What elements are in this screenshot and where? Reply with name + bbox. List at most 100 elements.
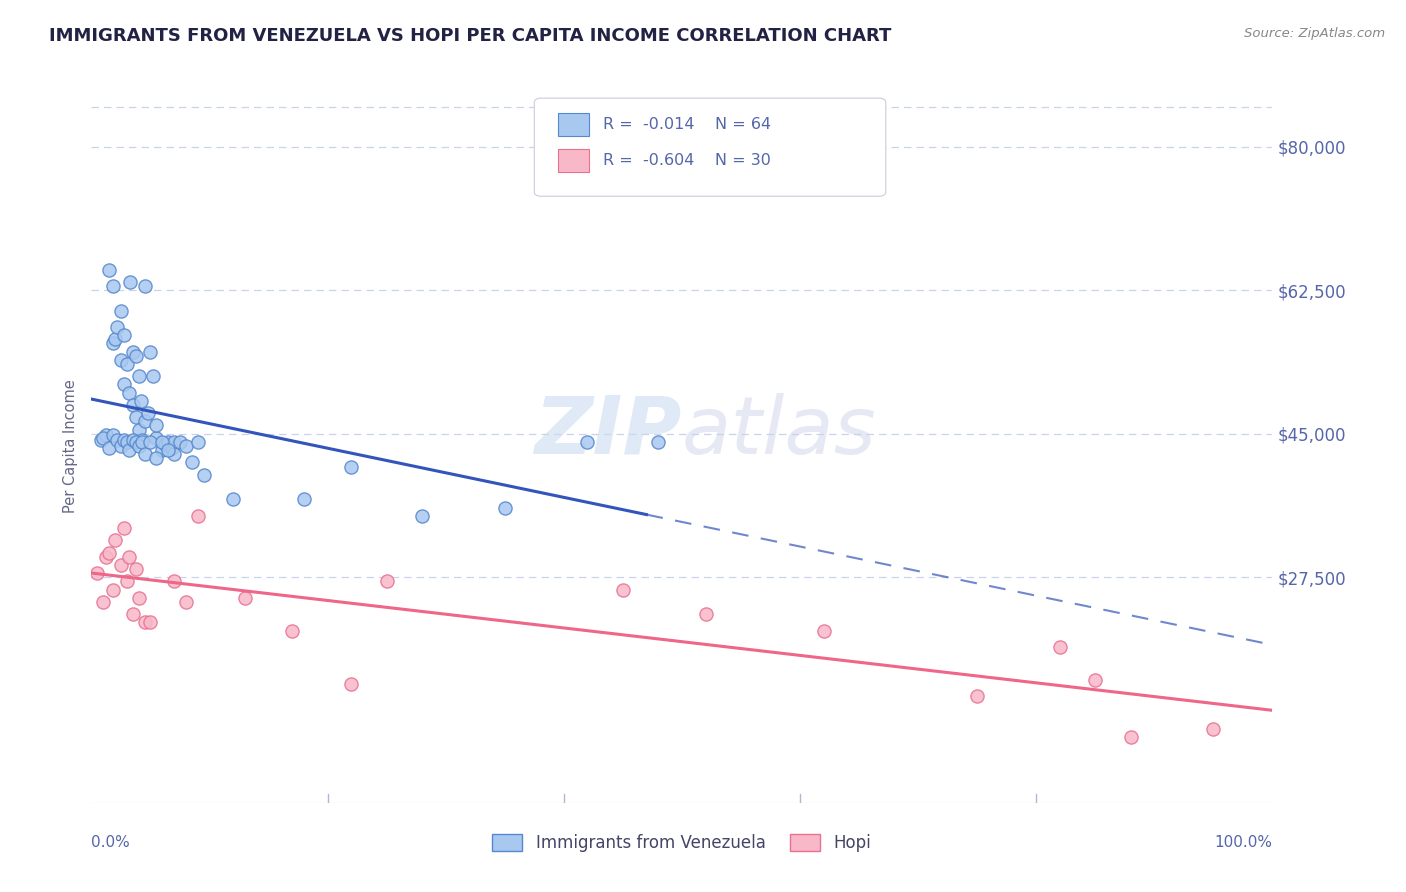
Point bbox=[125, 562, 148, 576]
Point bbox=[157, 434, 180, 449]
Point bbox=[163, 434, 186, 449]
Point bbox=[1049, 640, 1071, 654]
Point bbox=[1084, 673, 1107, 687]
Point bbox=[647, 434, 669, 449]
Y-axis label: Per Capita Income: Per Capita Income bbox=[63, 379, 79, 513]
Point bbox=[110, 303, 132, 318]
Point bbox=[104, 533, 127, 548]
Point bbox=[139, 344, 162, 359]
Point bbox=[134, 279, 156, 293]
Point bbox=[145, 451, 167, 466]
Point bbox=[98, 262, 121, 277]
Point bbox=[115, 434, 138, 449]
Point bbox=[128, 439, 150, 453]
Point bbox=[695, 607, 717, 622]
Point bbox=[129, 393, 152, 408]
Point bbox=[128, 369, 150, 384]
Point bbox=[136, 406, 159, 420]
Point bbox=[110, 352, 132, 367]
Point bbox=[163, 574, 186, 589]
Point bbox=[1119, 730, 1142, 744]
Point bbox=[153, 436, 176, 450]
Point bbox=[91, 595, 114, 609]
Point bbox=[222, 492, 245, 507]
Point bbox=[94, 428, 117, 442]
Point bbox=[94, 549, 117, 564]
Point bbox=[233, 591, 256, 605]
Point bbox=[139, 434, 162, 449]
Text: ZIP: ZIP bbox=[534, 392, 682, 471]
Point bbox=[90, 434, 112, 448]
Point bbox=[114, 377, 136, 392]
Point bbox=[139, 615, 162, 630]
Point bbox=[292, 492, 315, 507]
Point bbox=[131, 434, 153, 448]
Point bbox=[612, 582, 634, 597]
Point bbox=[128, 423, 150, 437]
Point bbox=[125, 410, 148, 425]
Point bbox=[101, 279, 124, 293]
Point bbox=[281, 624, 304, 638]
Point bbox=[115, 357, 138, 371]
Legend: Immigrants from Venezuela, Hopi: Immigrants from Venezuela, Hopi bbox=[485, 827, 879, 859]
Point bbox=[120, 275, 142, 289]
Point bbox=[169, 434, 191, 449]
Point bbox=[110, 558, 132, 572]
Point bbox=[145, 431, 167, 445]
Point bbox=[115, 574, 138, 589]
Point bbox=[105, 320, 128, 334]
Point bbox=[411, 508, 433, 523]
Point bbox=[174, 595, 197, 609]
Point bbox=[121, 398, 143, 412]
Point bbox=[813, 624, 835, 638]
Point bbox=[1202, 722, 1225, 736]
Point bbox=[134, 447, 156, 461]
Point bbox=[125, 434, 148, 449]
Point bbox=[150, 434, 173, 449]
Point bbox=[110, 439, 132, 453]
Point bbox=[494, 500, 516, 515]
Point bbox=[118, 443, 141, 458]
Point bbox=[114, 328, 136, 343]
Point bbox=[187, 508, 209, 523]
Point bbox=[163, 447, 186, 461]
Point bbox=[157, 443, 180, 458]
Point bbox=[142, 369, 165, 384]
Point bbox=[174, 439, 197, 453]
Point bbox=[125, 349, 148, 363]
Point bbox=[131, 434, 153, 449]
Point bbox=[180, 455, 202, 469]
Text: atlas: atlas bbox=[682, 392, 877, 471]
Point bbox=[114, 434, 136, 448]
Point bbox=[86, 566, 108, 581]
Point bbox=[121, 344, 143, 359]
Text: R =  -0.604    N = 30: R = -0.604 N = 30 bbox=[603, 153, 770, 168]
Point bbox=[150, 443, 173, 458]
Text: IMMIGRANTS FROM VENEZUELA VS HOPI PER CAPITA INCOME CORRELATION CHART: IMMIGRANTS FROM VENEZUELA VS HOPI PER CA… bbox=[49, 27, 891, 45]
Point bbox=[340, 459, 363, 474]
Point bbox=[121, 434, 143, 448]
Point bbox=[101, 336, 124, 351]
Point bbox=[576, 434, 599, 449]
Point bbox=[114, 521, 136, 535]
Point bbox=[104, 332, 127, 346]
Text: Source: ZipAtlas.com: Source: ZipAtlas.com bbox=[1244, 27, 1385, 40]
Point bbox=[118, 385, 141, 400]
Point bbox=[118, 549, 141, 564]
Point bbox=[101, 582, 124, 597]
Point bbox=[105, 434, 128, 448]
Text: 0.0%: 0.0% bbox=[91, 835, 131, 850]
Point bbox=[160, 442, 183, 456]
Point bbox=[966, 689, 988, 703]
Point bbox=[340, 677, 363, 691]
Point bbox=[128, 591, 150, 605]
Point bbox=[134, 414, 156, 428]
Text: 100.0%: 100.0% bbox=[1215, 835, 1272, 850]
Point bbox=[101, 428, 124, 442]
Point bbox=[187, 434, 209, 449]
Point bbox=[98, 546, 121, 560]
Text: R =  -0.014    N = 64: R = -0.014 N = 64 bbox=[603, 118, 772, 132]
Point bbox=[121, 607, 143, 622]
Point bbox=[91, 431, 114, 445]
Point bbox=[145, 418, 167, 433]
